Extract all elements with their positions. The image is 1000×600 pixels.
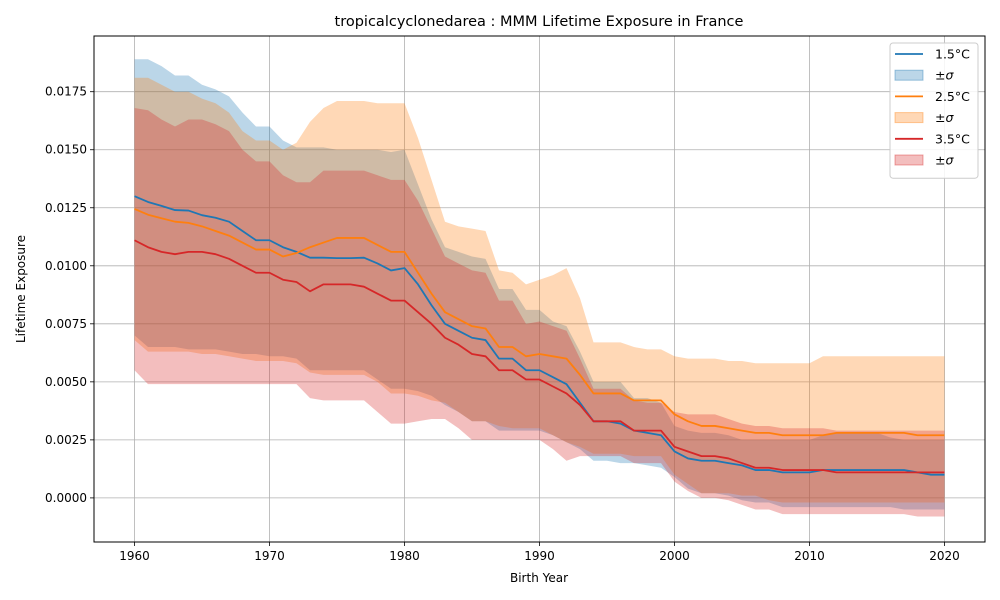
x-axis-label: Birth Year <box>510 571 568 585</box>
legend-series-label: 1.5°C <box>935 47 970 62</box>
y-tick-label: 0.0050 <box>45 375 87 389</box>
x-axis-ticks: 1960 1970 1980 1990 2000 2010 2020 <box>119 542 960 563</box>
std-band-0 <box>134 59 945 510</box>
x-tick-label: 1970 <box>254 549 285 563</box>
y-axis-ticks: 0.0000 0.0025 0.0050 0.0075 0.0100 0.0125 0.01… <box>45 85 94 505</box>
x-tick-label: 2020 <box>929 549 960 563</box>
mean-lines <box>134 195 945 476</box>
legend-band-label: ±σ <box>935 110 954 125</box>
legend-band-label: ±σ <box>935 68 954 83</box>
mean-line-2 <box>134 239 945 474</box>
y-tick-label: 0.0125 <box>45 201 87 215</box>
y-tick-label: 0.0175 <box>45 85 87 99</box>
y-axis-label: Lifetime Exposure <box>14 235 28 343</box>
y-tick-label: 0.0075 <box>45 317 87 331</box>
std-band-1 <box>134 77 945 503</box>
x-tick-label: 2010 <box>794 549 825 563</box>
legend: 1.5°C ±σ 2.5°C ±σ 3.5°C ±σ <box>889 42 979 179</box>
legend-series-label: 3.5°C <box>935 131 970 146</box>
legend-series-label: 2.5°C <box>935 89 970 104</box>
grid-lines <box>94 36 985 542</box>
y-tick-label: 0.0000 <box>45 491 87 505</box>
x-tick-label: 2000 <box>659 549 690 563</box>
y-tick-label: 0.0025 <box>45 433 87 447</box>
std-band-2 <box>134 107 945 517</box>
chart-title: tropicalcyclonedarea : MMM Lifetime Expo… <box>335 14 744 30</box>
legend-band-label: ±σ <box>935 153 954 168</box>
y-tick-label: 0.0150 <box>45 143 87 157</box>
mean-line-1 <box>134 208 945 437</box>
y-tick-label: 0.0100 <box>45 259 87 273</box>
x-tick-label: 1980 <box>389 549 420 563</box>
x-tick-label: 1990 <box>524 549 555 563</box>
x-tick-label: 1960 <box>119 549 150 563</box>
legend-band-swatch <box>894 154 924 166</box>
std-bands <box>134 59 945 517</box>
legend-box <box>889 42 979 179</box>
legend-band-swatch <box>894 69 924 81</box>
mean-line-0 <box>134 195 945 476</box>
legend-band-swatch <box>894 112 924 124</box>
